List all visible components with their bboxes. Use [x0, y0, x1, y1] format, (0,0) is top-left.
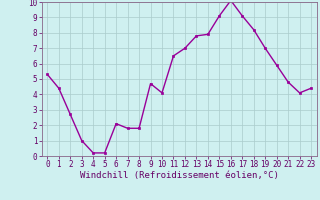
X-axis label: Windchill (Refroidissement éolien,°C): Windchill (Refroidissement éolien,°C) [80, 171, 279, 180]
